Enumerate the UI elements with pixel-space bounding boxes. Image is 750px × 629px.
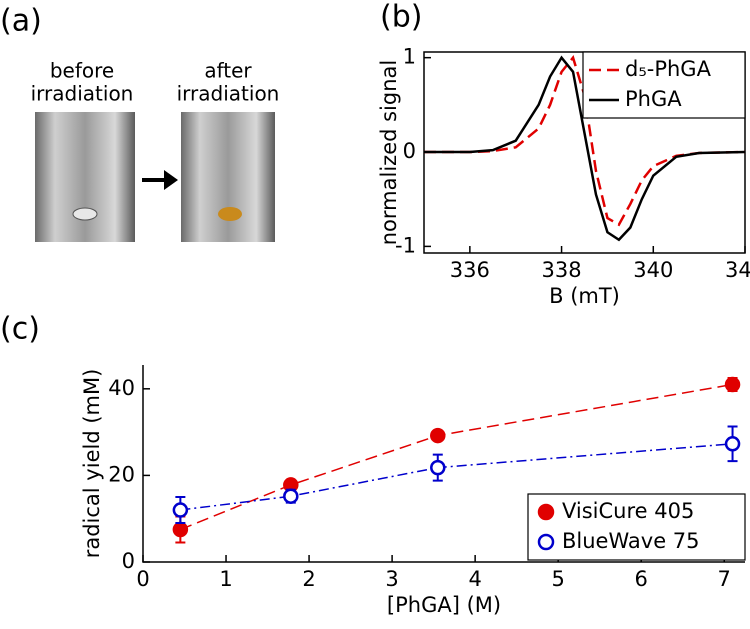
legend-box xyxy=(527,493,746,561)
legend-label: VisiCure 405 xyxy=(562,499,694,523)
x-tick-label: 7 xyxy=(718,567,731,591)
x-axis-label: B (mT) xyxy=(549,284,620,308)
legend-box xyxy=(582,51,746,119)
x-tick-label: 4 xyxy=(468,567,481,591)
panel-label: (c) xyxy=(0,312,40,347)
marker xyxy=(724,436,741,452)
x-tick-label: 0 xyxy=(136,567,149,591)
photo-before xyxy=(35,112,135,242)
legend-label: d₅-PhGA xyxy=(625,57,712,81)
x-tick-label: 336 xyxy=(450,258,490,282)
caption: before xyxy=(50,59,114,83)
marker xyxy=(430,459,446,476)
marker xyxy=(430,427,446,444)
y-tick-label: 20 xyxy=(108,462,135,486)
marker xyxy=(724,376,741,393)
axes xyxy=(142,365,745,563)
x-axis-label: [PhGA] (M) xyxy=(387,593,501,617)
series-line xyxy=(180,443,733,511)
marker xyxy=(172,502,189,518)
series-line xyxy=(180,383,733,531)
sample xyxy=(218,207,242,221)
arrow xyxy=(142,170,178,190)
y-tick-label: 0 xyxy=(403,139,416,163)
series-line xyxy=(424,55,746,242)
caption: irradiation xyxy=(31,82,134,106)
x-tick-label: 3 xyxy=(385,567,398,591)
panel-label: (b) xyxy=(380,0,422,35)
x-tick-label: 2 xyxy=(302,567,315,591)
legend-label: BlueWave 75 xyxy=(562,529,700,553)
caption: irradiation xyxy=(177,82,280,106)
sample xyxy=(72,207,98,221)
panel-label: (a) xyxy=(0,4,42,39)
y-axis-label: normalized signal xyxy=(377,60,401,245)
x-tick-label: 338 xyxy=(542,258,582,282)
y-tick-label: 40 xyxy=(108,376,135,400)
y-tick-label: 1 xyxy=(403,45,416,69)
x-tick-label: 342 xyxy=(725,258,750,282)
legend-label: PhGA xyxy=(625,87,682,111)
y-tick-label: -1 xyxy=(395,233,416,257)
legend-swatch xyxy=(537,533,555,551)
y-tick-label: 0 xyxy=(122,549,135,573)
x-tick-label: 340 xyxy=(633,258,673,282)
x-tick-label: 5 xyxy=(551,567,564,591)
legend-swatch xyxy=(537,503,555,521)
marker xyxy=(172,521,189,538)
x-tick-label: 6 xyxy=(635,567,648,591)
marker xyxy=(283,488,299,504)
photo-after xyxy=(181,112,275,242)
series-line xyxy=(424,55,746,227)
x-tick-label: 1 xyxy=(219,567,232,591)
caption: after xyxy=(204,59,252,83)
y-axis-label: radical yield (mM) xyxy=(80,369,104,559)
